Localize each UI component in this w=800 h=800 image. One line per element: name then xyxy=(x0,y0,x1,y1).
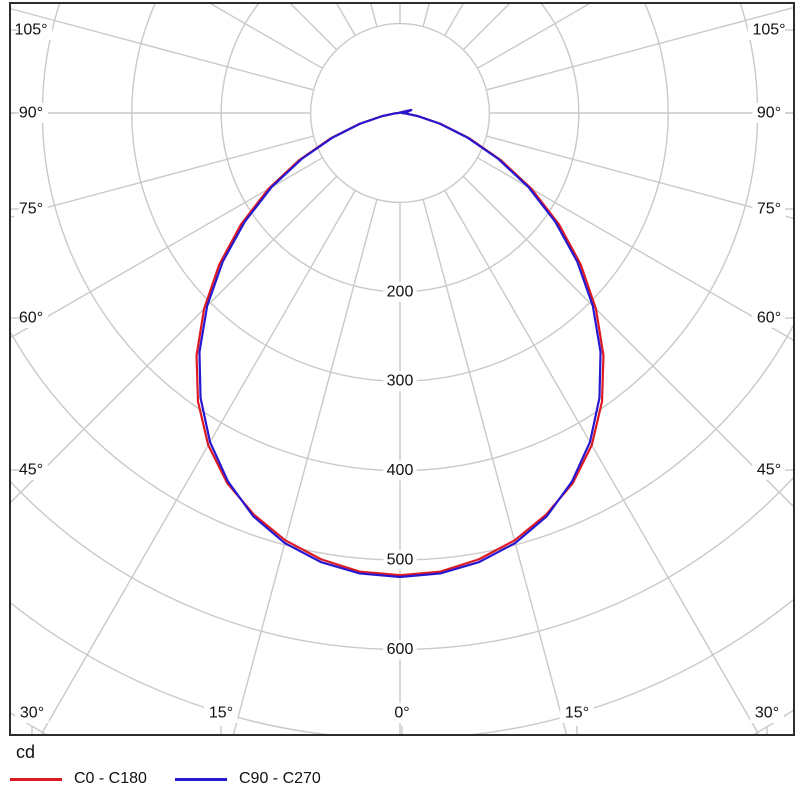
angle-label-bottom-2-bg xyxy=(389,703,415,723)
angle-label-left-2-bg xyxy=(14,199,48,219)
angle-label-right-2-bg xyxy=(752,199,786,219)
ring-label-400-bg xyxy=(383,460,417,481)
legend-label-c0-c180: C0 - C180 xyxy=(74,770,147,787)
angle-label-left-3-bg xyxy=(14,308,48,328)
angle-label-left-0-bg xyxy=(11,20,53,40)
angle-label-right-2: 75° xyxy=(757,201,781,218)
angle-label-right-0-bg xyxy=(747,20,791,40)
plot-area: 200 300 400 500 600 105° 105° 90° 90° 75° 75° 60° 60… xyxy=(11,4,793,734)
grid-spoke-300 xyxy=(11,157,323,339)
grid-spoke-15 xyxy=(422,199,568,734)
angle-label-bottom-4: 30° xyxy=(755,705,779,722)
plot-border xyxy=(9,2,795,736)
grid-spoke-150 xyxy=(444,4,464,36)
ring-label-200: 200 xyxy=(387,283,414,300)
angle-label-bottom-2: 0° xyxy=(394,705,409,722)
polar-chart: 200 300 400 500 600 105° 105° 90° 90° 75° 75° 60° 60… xyxy=(9,2,795,736)
grid-spoke-60 xyxy=(477,157,793,341)
ring-label-600-bg xyxy=(383,639,417,660)
angle-label-left-1: 90° xyxy=(19,105,43,122)
angle-label-left-1-bg xyxy=(14,103,48,123)
ring-label-300: 300 xyxy=(387,373,414,390)
angle-label-bottom-3-bg xyxy=(560,703,594,723)
angle-label-right-4: 45° xyxy=(757,462,781,479)
legend-label-c90-c270: C90 - C270 xyxy=(239,770,321,787)
ring-label-500: 500 xyxy=(387,552,414,569)
grid-spoke-30 xyxy=(444,190,760,734)
angle-label-right-3: 60° xyxy=(757,310,781,327)
angle-label-bottom-1-bg xyxy=(204,703,238,723)
grid-spoke-255 xyxy=(11,8,314,91)
legend-item-c0-c180: C0 - C180 xyxy=(10,770,147,788)
grid-spoke-210 xyxy=(336,4,356,36)
ring-label-600: 600 xyxy=(387,641,414,658)
legend-line-red xyxy=(10,777,62,781)
grid-spoke-75 xyxy=(486,135,793,219)
angle-label-bottom-0: 30° xyxy=(20,705,44,722)
angle-label-left-4: 45° xyxy=(19,462,43,479)
curve-c90-c270 xyxy=(198,108,602,579)
angle-label-left-4-bg xyxy=(14,460,48,480)
angle-label-left-3: 60° xyxy=(19,310,43,327)
grid-spoke-315 xyxy=(11,175,338,503)
angle-label-bottom-1: 15° xyxy=(209,705,233,722)
ring-label-500-bg xyxy=(383,550,417,570)
angle-label-bottom-0-bg xyxy=(15,703,49,723)
angle-label-bottom-3: 15° xyxy=(565,705,589,722)
grid-spoke-105 xyxy=(486,7,793,91)
grid-spoke-45 xyxy=(462,175,793,507)
angle-label-left-0: 105° xyxy=(14,22,47,39)
ring-label-400: 400 xyxy=(387,462,414,479)
legend-line-blue xyxy=(175,777,227,781)
grid-spoke-285 xyxy=(11,135,314,218)
angle-label-right-1-bg xyxy=(752,103,786,123)
ring-label-300-bg xyxy=(383,371,417,392)
angle-label-left-2: 75° xyxy=(19,201,43,218)
angle-label-right-4-bg xyxy=(752,460,786,480)
legend-item-c90-c270: C90 - C270 xyxy=(175,770,321,788)
angle-label-right-0: 105° xyxy=(752,22,785,39)
legend-units-label: cd xyxy=(16,742,36,762)
grid-spoke-330 xyxy=(40,190,356,734)
ring-label-200-bg xyxy=(383,281,417,302)
angle-label-right-1: 90° xyxy=(757,105,781,122)
grid-spoke-345 xyxy=(232,199,378,734)
angle-label-bottom-4-bg xyxy=(750,703,784,723)
angle-label-right-3-bg xyxy=(752,308,786,328)
